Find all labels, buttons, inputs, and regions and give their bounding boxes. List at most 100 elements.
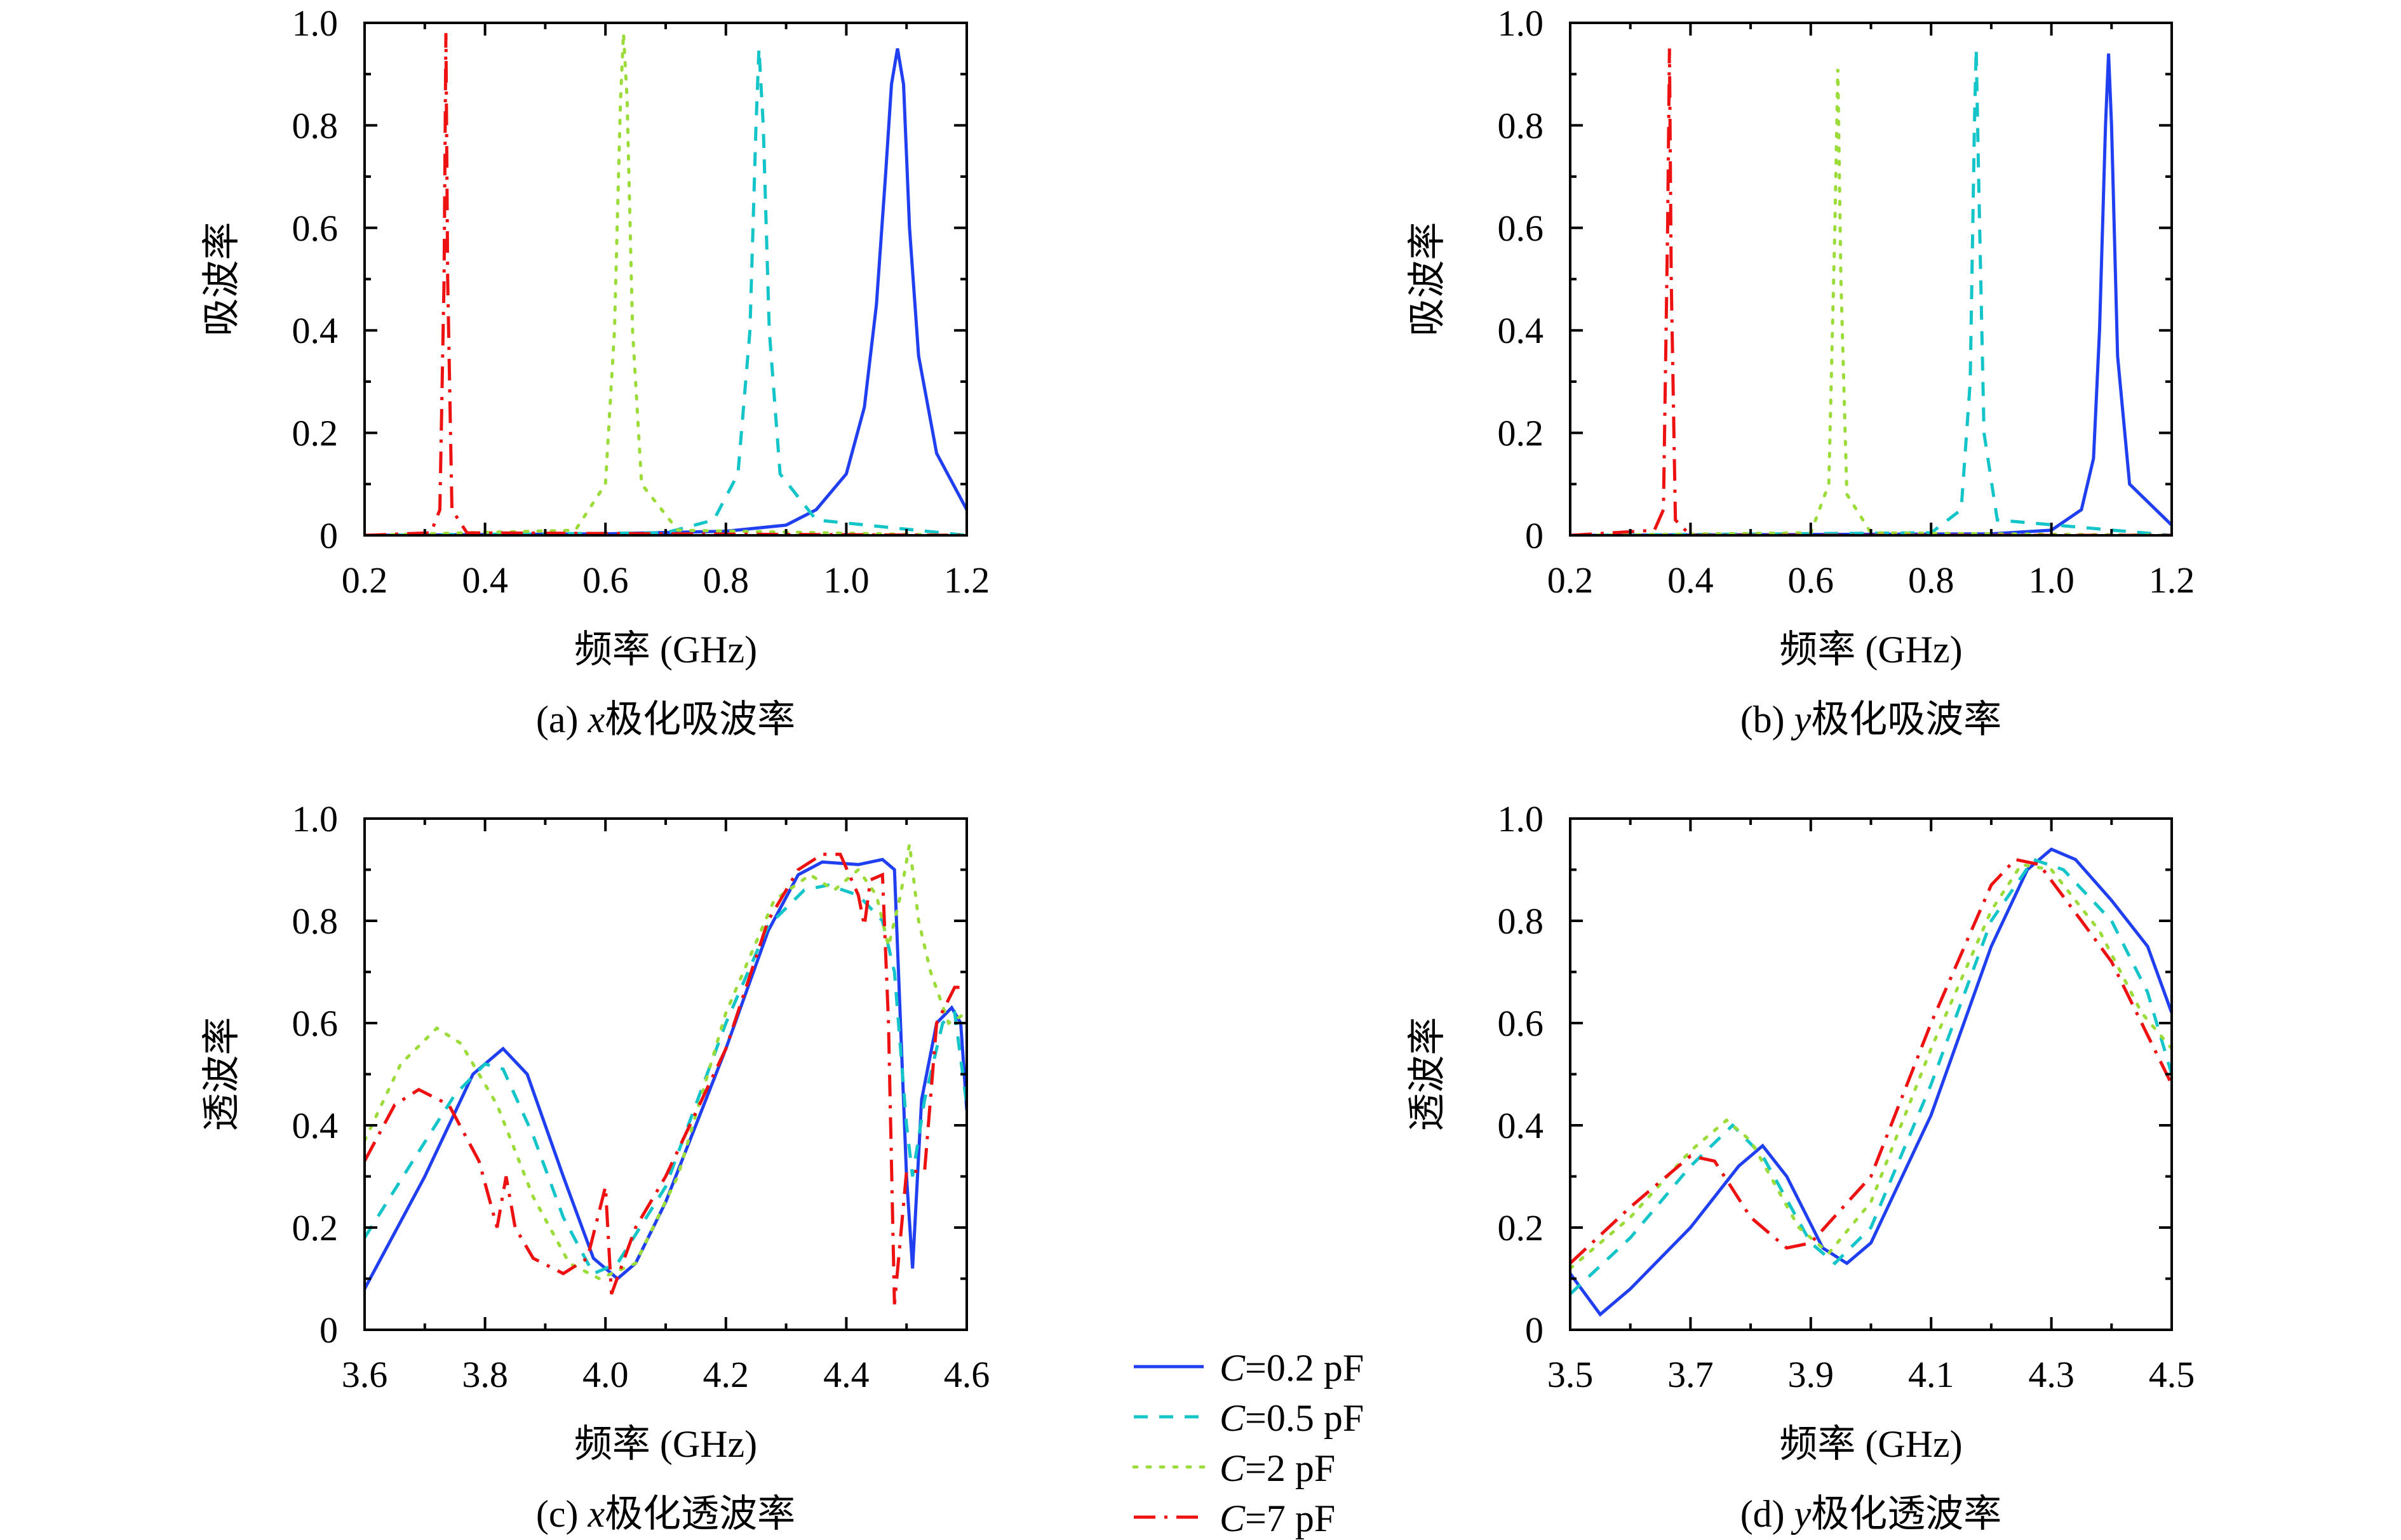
series-line-0 bbox=[365, 48, 967, 535]
legend-label: C=7 pF bbox=[1220, 1497, 1335, 1539]
x-tick-label: 0.8 bbox=[703, 559, 750, 601]
legend-item: C=7 pF bbox=[1134, 1497, 1335, 1539]
legend-label: C=0.2 pF bbox=[1220, 1347, 1364, 1389]
x-tick-label: 4.0 bbox=[582, 1354, 629, 1395]
subplot-caption: (b) y极化吸波率 bbox=[1740, 699, 2002, 740]
legend-variable: C bbox=[1220, 1397, 1246, 1439]
y-tick-label: 0.8 bbox=[292, 901, 339, 942]
plot-frame bbox=[1569, 817, 2173, 1331]
x-tick-label: 0.2 bbox=[1547, 559, 1594, 601]
plot-frame bbox=[1569, 22, 2173, 537]
caption-prefix: (c) bbox=[536, 1493, 588, 1535]
y-tick-label: 0.2 bbox=[1498, 1207, 1544, 1249]
y-tick-label: 0.6 bbox=[292, 1003, 339, 1044]
subplot-b: 0.2 0.4 0.6 0.8 1.0 1.200.20.40.60.81.0频率 (GH… bbox=[1406, 3, 2195, 740]
x-axis-label: 频率 (GHz) bbox=[574, 1423, 757, 1465]
y-tick-label: 0.2 bbox=[292, 413, 339, 454]
series-line-2 bbox=[365, 843, 967, 1281]
y-tick-label: 1.0 bbox=[292, 798, 339, 840]
y-tick-label: 0.4 bbox=[1498, 1105, 1544, 1146]
legend-item: C=2 pF bbox=[1132, 1447, 1335, 1489]
legend-variable: C bbox=[1220, 1347, 1246, 1389]
caption-variable: x bbox=[587, 1493, 605, 1535]
subplot-caption: (c) x极化透波率 bbox=[536, 1493, 795, 1535]
y-tick-label: 1.0 bbox=[292, 3, 339, 44]
x-tick-label: 1.2 bbox=[944, 559, 990, 601]
y-tick-label: 0.8 bbox=[292, 105, 339, 146]
y-tick-label: 0.4 bbox=[292, 310, 339, 351]
x-tick-label: 4.5 bbox=[2149, 1354, 2195, 1395]
y-axis-label: 吸波率 bbox=[201, 222, 243, 337]
caption-variable: y bbox=[1791, 699, 1812, 740]
caption-suffix: 极化吸波率 bbox=[1811, 699, 2001, 740]
y-tick-label: 0.8 bbox=[1498, 901, 1544, 942]
x-tick-label: 3.8 bbox=[462, 1354, 508, 1395]
x-tick-label: 3.5 bbox=[1547, 1354, 1594, 1395]
legend-value: =2 pF bbox=[1245, 1447, 1335, 1489]
series-line-0 bbox=[1570, 847, 2172, 1317]
x-tick-label: 1.0 bbox=[2028, 559, 2075, 601]
series-line-0 bbox=[1570, 53, 2172, 535]
x-tick-label: 3.9 bbox=[1788, 1354, 1834, 1395]
series-line-1 bbox=[1570, 857, 2172, 1296]
y-tick-label: 0.2 bbox=[292, 1207, 339, 1249]
x-axis-label: 频率 (GHz) bbox=[1779, 1423, 1962, 1465]
y-tick-label: 0 bbox=[319, 515, 338, 556]
x-tick-label: 0.4 bbox=[462, 559, 508, 601]
x-tick-label: 0.4 bbox=[1667, 559, 1714, 601]
x-tick-label: 0.2 bbox=[342, 559, 388, 601]
caption-suffix: 极化透波率 bbox=[1811, 1493, 2001, 1535]
series-line-3 bbox=[365, 852, 967, 1305]
x-tick-label: 1.0 bbox=[823, 559, 870, 601]
y-tick-label: 0 bbox=[1525, 1309, 1544, 1351]
subplot-caption: (d) y极化透波率 bbox=[1740, 1493, 2002, 1535]
legend-value: =0.5 pF bbox=[1245, 1397, 1364, 1439]
caption-variable: x bbox=[587, 699, 605, 740]
series-line-3 bbox=[1570, 48, 2172, 535]
x-tick-label: 0.8 bbox=[1908, 559, 1954, 601]
x-tick-label: 3.7 bbox=[1667, 1354, 1714, 1395]
x-axis-label: 频率 (GHz) bbox=[574, 629, 757, 671]
legend-item: C=0.2 pF bbox=[1134, 1347, 1364, 1389]
y-tick-label: 1.0 bbox=[1498, 3, 1544, 44]
subplot-d: 3.5 3.7 3.9 4.1 4.3 4.5 0 0.2 0.4 0.6 0.8 1.0 频率 (GH… bbox=[1406, 798, 2195, 1535]
x-tick-label: 4.2 bbox=[703, 1354, 750, 1395]
series-line-3 bbox=[1570, 857, 2172, 1265]
series-line-1 bbox=[365, 48, 967, 535]
legend-variable: C bbox=[1220, 1497, 1246, 1539]
caption-suffix: 极化吸波率 bbox=[605, 699, 795, 740]
subplot-caption: (a) x极化吸波率 bbox=[536, 699, 795, 740]
caption-suffix: 极化透波率 bbox=[605, 1493, 795, 1535]
series-line-2 bbox=[1570, 69, 2172, 535]
legend-variable: C bbox=[1220, 1447, 1246, 1489]
legend-value: =7 pF bbox=[1245, 1497, 1335, 1539]
series-line-1 bbox=[365, 883, 967, 1276]
legend-label: C=0.5 pF bbox=[1220, 1397, 1364, 1439]
y-axis-label: 透波率 bbox=[1406, 1017, 1448, 1132]
x-tick-label: 4.6 bbox=[944, 1354, 990, 1395]
x-tick-label: 0.6 bbox=[1788, 559, 1834, 601]
y-tick-label: 1.0 bbox=[1498, 798, 1544, 840]
x-tick-label: 4.3 bbox=[2028, 1354, 2075, 1395]
y-axis-label: 吸波率 bbox=[1406, 222, 1448, 337]
series-line-2 bbox=[1570, 862, 2172, 1270]
y-tick-label: 0.6 bbox=[1498, 208, 1544, 249]
x-tick-label: 4.4 bbox=[823, 1354, 870, 1395]
caption-prefix: (a) bbox=[536, 699, 588, 740]
y-tick-label: 0.6 bbox=[1498, 1003, 1544, 1044]
y-tick-label: 0.2 bbox=[1498, 413, 1544, 454]
caption-prefix: (d) bbox=[1740, 1493, 1794, 1535]
legend-value: =0.2 pF bbox=[1245, 1347, 1364, 1389]
legend-item: C=0.5 pF bbox=[1134, 1397, 1364, 1439]
y-tick-label: 0 bbox=[319, 1309, 338, 1351]
subplot-c: 3.6 3.8 4.0 4.2 4.4 4.6 0 0.2 0.4 0.6 0.8 1.0 频率 (GH… bbox=[201, 798, 990, 1535]
x-tick-label: 1.2 bbox=[2149, 559, 2195, 601]
y-tick-label: 0.4 bbox=[292, 1105, 339, 1146]
y-tick-label: 0 bbox=[1525, 515, 1544, 556]
x-tick-label: 0.6 bbox=[582, 559, 629, 601]
series-line-0 bbox=[365, 857, 967, 1290]
plot-frame bbox=[363, 817, 968, 1331]
series-line-1 bbox=[1570, 48, 2172, 535]
series-line-2 bbox=[365, 32, 967, 535]
